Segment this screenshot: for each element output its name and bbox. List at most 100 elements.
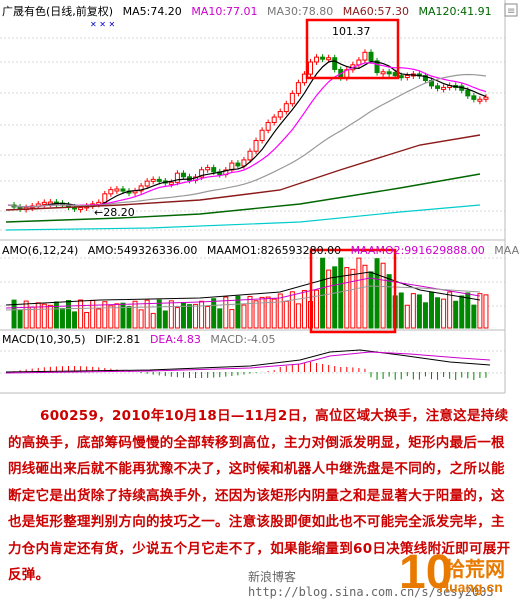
marker-crosses: ✕ ✕ ✕ xyxy=(90,20,116,29)
volume-bar xyxy=(41,303,47,329)
amo-title: AMO(6,12,24) xyxy=(2,244,79,257)
macd-header: MACD(10,30,5) DIF:2.81 DEA:4.83 MACD:-4.… xyxy=(2,333,282,346)
candle-body xyxy=(422,75,428,82)
volume-bar xyxy=(332,266,338,329)
volume-bar xyxy=(78,299,84,329)
volume-bar xyxy=(447,291,453,329)
volume-bar xyxy=(162,310,168,329)
ma30-value: MA30:78.80 xyxy=(267,5,334,18)
volume-bar xyxy=(459,295,465,329)
volume-bar xyxy=(416,294,422,329)
candle-body xyxy=(144,180,150,187)
candle-body xyxy=(326,57,332,61)
volume-bar xyxy=(138,309,144,329)
volume-bar xyxy=(410,293,416,329)
volume-bar xyxy=(102,301,108,329)
candle-body xyxy=(320,56,326,60)
scroll-box-mark: ≡ xyxy=(507,6,515,17)
stock-chart-area: 101.37 ←28.20 ≡ 广晟有色(日线,前复权) MA5:74.20 M… xyxy=(0,0,521,395)
volume-bar xyxy=(114,303,120,329)
maamo2-value: MAAMO2:991629888.00 xyxy=(350,244,485,257)
ma10-value: MA10:77.01 xyxy=(191,5,258,18)
volume-bar xyxy=(362,264,368,329)
volume-bar xyxy=(483,294,489,329)
volume-bar xyxy=(17,309,23,329)
candle-body xyxy=(283,103,289,113)
macd-lines xyxy=(5,349,491,374)
ma30-line xyxy=(7,73,487,208)
volume-bar xyxy=(477,293,483,329)
volume-bar xyxy=(259,296,265,329)
volume-bar xyxy=(156,299,162,329)
volume-bar xyxy=(289,291,295,329)
volume-bar xyxy=(11,299,17,329)
volume-bar xyxy=(374,258,380,329)
volume-bar xyxy=(29,306,35,329)
volume-bar xyxy=(326,269,332,329)
candle-body xyxy=(168,181,174,185)
candle-body xyxy=(289,92,295,105)
maamo1-line xyxy=(5,271,481,306)
volume-bar xyxy=(59,307,65,329)
volume-bar xyxy=(320,257,326,329)
candle-body xyxy=(380,71,386,75)
candle-body xyxy=(471,95,477,100)
volume-bar xyxy=(84,311,90,329)
candle-body xyxy=(211,167,217,173)
blog-watermark: 新浪博客 http://blog.sina.com.cn/s/sesy2003 xyxy=(248,570,494,599)
candle-body xyxy=(174,172,180,183)
candle-body xyxy=(241,159,247,167)
candle-body xyxy=(441,86,447,90)
volume-bar xyxy=(253,300,259,329)
maamo1-value: MAAMO1:826593280.00 xyxy=(206,244,342,257)
dea-line xyxy=(5,351,491,374)
volume-bar xyxy=(435,297,441,329)
volume-bars xyxy=(11,257,489,329)
maamo3-line xyxy=(5,285,481,311)
candle-body xyxy=(199,169,205,178)
ma5-value: MA5:74.20 xyxy=(122,5,182,18)
maamo3-value: MAA xyxy=(494,244,520,257)
volume-bar xyxy=(301,290,307,329)
volume-header: AMO(6,12,24) AMO:549326336.00 MAAMO1:826… xyxy=(2,244,521,257)
volume-bar xyxy=(223,296,229,329)
dif-line xyxy=(5,349,491,373)
chart-canvas: 101.37 ←28.20 ≡ xyxy=(0,0,518,394)
price-highlight-box xyxy=(305,18,400,80)
candle-body xyxy=(386,71,392,75)
ma60-line xyxy=(5,134,481,211)
volume-bar xyxy=(217,308,223,329)
candle-body xyxy=(368,51,374,62)
candle-body xyxy=(205,167,211,171)
logo-name: 拾荒网 xyxy=(445,557,505,581)
volume-bar xyxy=(126,306,132,329)
volume-bar xyxy=(66,300,71,329)
candle-body xyxy=(150,178,156,182)
volume-bar xyxy=(96,308,102,329)
volume-bar xyxy=(205,305,211,329)
volume-bar xyxy=(471,304,477,329)
article-paragraph: 600259，2010年10月18日—11月2日，高位区域大换手，注意这是持续的… xyxy=(8,408,511,583)
volume-bar xyxy=(90,299,96,329)
volume-bar xyxy=(429,291,434,329)
candle-body xyxy=(41,201,47,205)
candle-body xyxy=(78,207,84,211)
price-moving-averages xyxy=(5,60,487,231)
candle-body xyxy=(308,61,313,75)
candle-body xyxy=(295,82,301,94)
volume-bar xyxy=(187,304,192,329)
candle-body xyxy=(435,85,441,89)
candle-body xyxy=(271,116,277,124)
volume-bar xyxy=(241,304,247,329)
scroll-box[interactable] xyxy=(504,3,518,17)
candle-body xyxy=(398,75,404,79)
candle-body xyxy=(102,193,108,203)
volume-bar xyxy=(174,307,180,329)
price-candles xyxy=(11,49,489,213)
price-header: 广晟有色(日线,前复权) MA5:74.20 MA10:77.01 MA30:7… xyxy=(2,5,498,18)
candle-body xyxy=(114,188,120,192)
candle-body xyxy=(362,51,368,61)
volume-bar xyxy=(132,300,138,329)
volume-bar xyxy=(453,300,459,329)
price-title: 广晟有色(日线,前复权) xyxy=(2,5,114,18)
